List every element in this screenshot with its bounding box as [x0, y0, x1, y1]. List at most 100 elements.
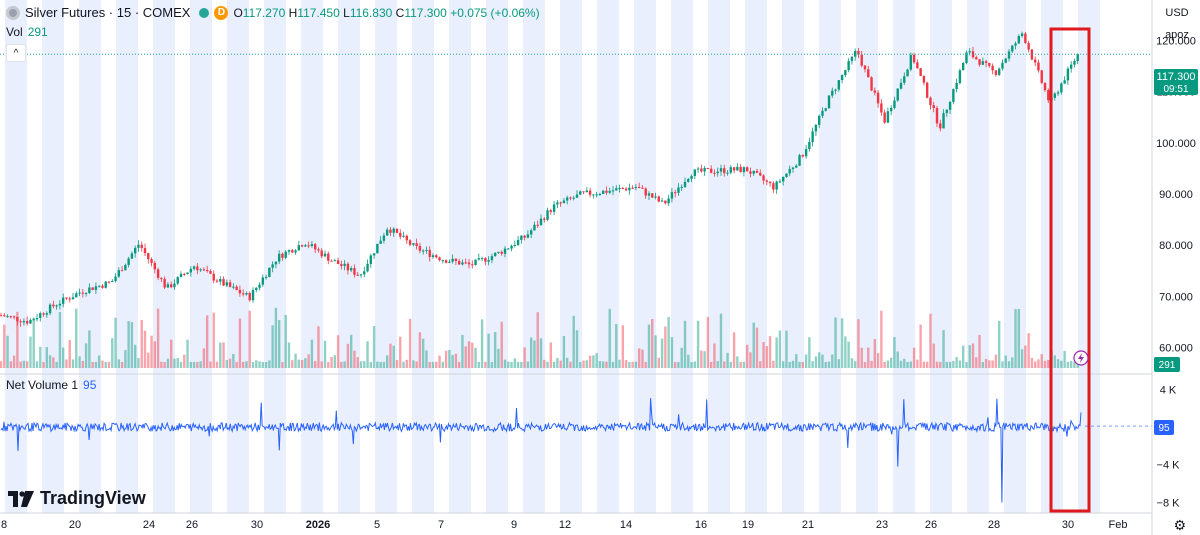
- candle-body: [356, 274, 359, 276]
- candle-body: [637, 187, 641, 189]
- netvol-tick-label: 4 K: [1160, 384, 1177, 396]
- volume-bar: [399, 336, 402, 368]
- candle-body: [111, 281, 114, 283]
- volume-bar: [389, 343, 392, 368]
- gear-icon[interactable]: ⚙: [1173, 517, 1186, 533]
- candle-body: [670, 192, 674, 199]
- low-value: 116.830: [349, 5, 393, 20]
- volume-bar: [241, 361, 245, 368]
- candle-body: [117, 270, 121, 277]
- candle-body: [510, 245, 513, 249]
- lightning-icon[interactable]: [1073, 350, 1089, 366]
- candle-body: [487, 260, 490, 262]
- volume-bar: [6, 335, 9, 368]
- volume-bar: [61, 347, 65, 368]
- candle-body: [330, 260, 333, 262]
- volume-bar: [320, 361, 323, 368]
- candle-body: [6, 316, 9, 318]
- volume-bar: [222, 342, 225, 368]
- candle-body: [477, 258, 481, 260]
- candle-body: [909, 54, 913, 70]
- volume-bar: [736, 356, 739, 368]
- candle-body: [163, 278, 166, 288]
- volume-bar: [723, 361, 726, 368]
- symbol-title[interactable]: Silver Futures · 15 · COMEX: [25, 5, 191, 20]
- time-tick-label: 16: [695, 519, 707, 531]
- candle-body: [9, 316, 13, 318]
- candle-body: [192, 266, 196, 269]
- candle-body: [1001, 62, 1004, 69]
- volume-bar: [510, 362, 513, 368]
- candle-body: [860, 54, 863, 66]
- candle-body: [1037, 62, 1040, 71]
- volume-bar: [330, 356, 333, 368]
- volume-bar: [81, 360, 85, 368]
- session-band: [967, 0, 989, 513]
- volume-bar: [857, 319, 860, 368]
- volume-bar: [1027, 333, 1030, 368]
- candle-body: [212, 273, 215, 281]
- volume-bar: [912, 347, 916, 368]
- volume-bar: [680, 347, 683, 368]
- candle-body: [814, 124, 818, 132]
- session-band: [449, 0, 471, 513]
- volume-bar: [84, 343, 88, 368]
- candle-body: [749, 171, 752, 174]
- candle-body: [994, 70, 998, 75]
- volume-bar: [408, 318, 412, 368]
- candle-body: [461, 262, 464, 265]
- candle-body: [454, 258, 458, 261]
- volume-bar: [598, 361, 602, 368]
- candle-body: [402, 235, 405, 237]
- candle-body: [503, 248, 507, 254]
- candle-body: [428, 249, 431, 257]
- candle-body: [988, 62, 991, 66]
- candle-body: [765, 180, 769, 182]
- candle-body: [225, 282, 229, 286]
- volume-bar: [281, 361, 284, 368]
- volume-bar: [261, 361, 265, 368]
- candle-body: [598, 193, 602, 195]
- volume-bar: [202, 348, 206, 368]
- candle-body: [791, 167, 795, 169]
- tradingview-logo[interactable]: TradingView: [8, 488, 146, 509]
- currency-button[interactable]: USD: [1165, 7, 1189, 19]
- netvol-label[interactable]: Net Volume 1: [6, 378, 79, 392]
- scale-mode-button[interactable]: apoz: [1165, 29, 1189, 41]
- volume-bar: [834, 317, 837, 368]
- candle-body: [94, 286, 98, 290]
- price-tick-label: 120.000: [1156, 35, 1196, 47]
- session-band: [42, 0, 64, 513]
- volume-bar: [579, 361, 582, 368]
- volume-label[interactable]: Vol: [6, 25, 23, 39]
- candle-body: [975, 57, 978, 60]
- volume-bar: [349, 334, 353, 368]
- candle-body: [811, 131, 814, 142]
- candle-body: [516, 239, 520, 246]
- volume-bar: [961, 345, 965, 368]
- volume-bar: [71, 359, 75, 368]
- time-tick-label: 8: [1, 519, 7, 531]
- volume-bar: [880, 310, 883, 368]
- candle-body: [65, 297, 68, 299]
- volume-bar: [516, 361, 520, 368]
- volume-bar: [143, 330, 147, 368]
- high-value: 117.450: [297, 5, 340, 20]
- session-band: [1004, 0, 1026, 513]
- volume-bar: [975, 357, 978, 368]
- volume-bar: [130, 322, 134, 368]
- volume-bar: [981, 361, 985, 368]
- candle-body: [1066, 68, 1070, 81]
- volume-bar: [657, 357, 661, 368]
- volume-bar: [500, 321, 503, 368]
- volume-bar: [768, 336, 772, 368]
- candle-body: [71, 297, 75, 300]
- volume-bar: [94, 361, 98, 368]
- candle-body: [700, 168, 703, 172]
- candle-body: [166, 284, 170, 288]
- collapse-legend-button[interactable]: ^: [6, 44, 26, 62]
- volume-bar: [965, 361, 968, 368]
- candle-body: [739, 166, 742, 173]
- time-tick-label: 28: [988, 519, 1000, 531]
